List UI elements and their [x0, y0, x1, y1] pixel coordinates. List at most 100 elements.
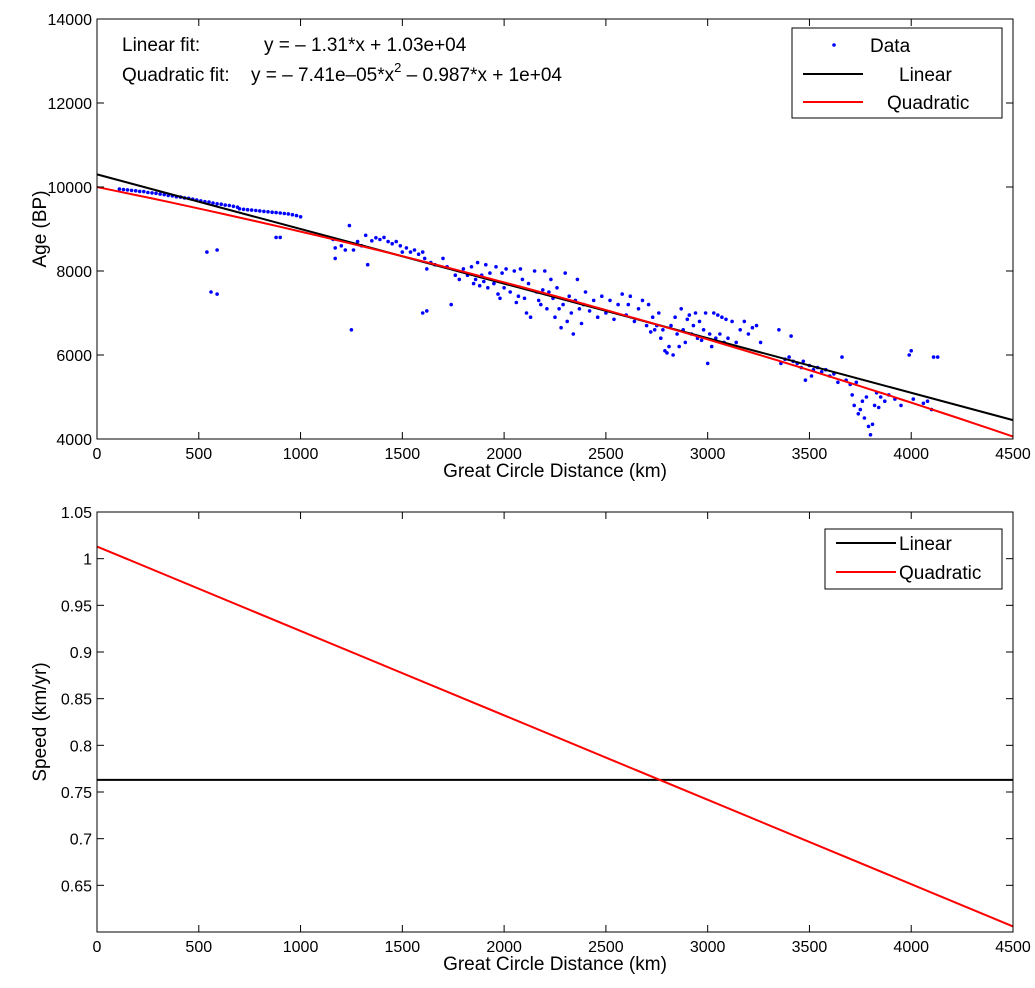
- data-point: [685, 317, 690, 322]
- data-point: [241, 207, 246, 212]
- data-point: [746, 332, 751, 336]
- data-point: [591, 298, 596, 303]
- data-point: [298, 215, 303, 219]
- linear-fit-line: [96, 173, 1014, 422]
- x-tick-label: 2000: [486, 939, 522, 956]
- data-point: [555, 286, 559, 290]
- y-tick-label: 12000: [48, 96, 93, 113]
- data-point: [883, 399, 887, 404]
- data-point: [254, 208, 258, 213]
- data-point: [626, 302, 631, 307]
- data-point: [274, 210, 278, 215]
- legend-top: Data Linear Quadratic: [791, 27, 1003, 119]
- data-point: [209, 290, 213, 294]
- y-tick-label: 0.85: [61, 692, 92, 709]
- data-point: [294, 213, 299, 218]
- data-point: [787, 355, 791, 359]
- data-point: [840, 355, 844, 359]
- y-tick-label: 0.95: [61, 598, 92, 615]
- data-point: [691, 323, 696, 328]
- data-point: [595, 315, 600, 320]
- y-tick-label: 1.05: [61, 505, 92, 522]
- data-point: [231, 204, 236, 209]
- data-point: [777, 328, 781, 332]
- y-tick-label: 0.9: [70, 645, 92, 662]
- data-point: [528, 315, 533, 320]
- data-point: [673, 315, 677, 320]
- data-point: [150, 191, 154, 195]
- data-point: [518, 267, 523, 271]
- data-point: [270, 210, 274, 214]
- x-tick-label: 1000: [283, 446, 319, 463]
- linear-fit-label: Linear fit:: [122, 35, 200, 56]
- data-point: [636, 307, 641, 311]
- quadratic-fit-line: [96, 186, 1014, 438]
- data-point: [457, 277, 462, 282]
- data-point: [215, 202, 219, 206]
- y-tick-label: 6000: [56, 348, 92, 365]
- data-point: [488, 271, 492, 275]
- quadratic-fit-label: Quadratic fit:: [122, 65, 230, 86]
- data-point: [683, 340, 688, 345]
- data-point: [650, 315, 655, 320]
- data-point: [514, 300, 519, 305]
- data-point: [921, 401, 926, 406]
- x-tick-label: 0: [93, 939, 102, 956]
- quadratic-speed-line: [96, 545, 1014, 928]
- data-point: [632, 319, 637, 324]
- data-point: [522, 296, 527, 301]
- data-point: [215, 248, 219, 252]
- data-point: [274, 235, 278, 240]
- data-point: [363, 233, 368, 238]
- data-point: [705, 361, 710, 366]
- data-point: [441, 256, 445, 261]
- data-point: [697, 319, 702, 324]
- x-tick-label: 2500: [588, 446, 624, 463]
- data-point: [718, 332, 722, 336]
- data-point: [117, 187, 122, 191]
- data-point: [142, 189, 146, 194]
- x-tick-label: 3000: [690, 939, 726, 956]
- data-point: [469, 265, 474, 269]
- data-point: [278, 211, 283, 215]
- data-point: [545, 307, 549, 311]
- data-point: [571, 332, 576, 336]
- y-tick-label: 0.75: [61, 785, 92, 802]
- data-point: [679, 307, 683, 311]
- data-point: [665, 351, 669, 355]
- x-tick-label: 4500: [995, 939, 1031, 956]
- data-point: [726, 336, 730, 341]
- data-point: [408, 250, 413, 254]
- data-point: [803, 378, 808, 383]
- data-point: [876, 405, 881, 410]
- data-point: [475, 260, 480, 265]
- data-point: [675, 332, 679, 336]
- x-tick-label: 500: [185, 939, 212, 956]
- data-point: [646, 302, 651, 307]
- legend-box-2: [824, 528, 1003, 590]
- data-point: [652, 328, 657, 332]
- age-distance-chart: 0 500 1000 1500 2000 2500 3000 3500 4000 4500 4000…: [30, 12, 1031, 482]
- data-point: [343, 248, 348, 252]
- data-point: [868, 433, 873, 437]
- data-point: [612, 317, 616, 322]
- x-tick-label: 1500: [385, 939, 421, 956]
- data-point: [856, 412, 861, 416]
- data-point: [339, 244, 344, 248]
- legend-label-linear: Linear: [899, 65, 952, 86]
- x-tick-label: 2000: [486, 446, 522, 463]
- x-tick-label: 500: [185, 446, 212, 463]
- data-point: [227, 203, 232, 208]
- data-point: [878, 395, 883, 399]
- data-point: [677, 344, 681, 349]
- data-point: [587, 309, 592, 313]
- data-point: [219, 202, 223, 206]
- data-point: [801, 359, 806, 364]
- data-point: [404, 246, 409, 250]
- data-point: [701, 328, 706, 332]
- axis-ticks: 0 500 1000 1500 2000 2500 3000 3500 4000 4500 4000…: [48, 12, 1031, 463]
- legend-label-quadratic-2: Quadratic: [899, 563, 981, 584]
- data-point: [461, 267, 466, 271]
- data-point: [724, 317, 728, 322]
- data-point: [412, 248, 417, 252]
